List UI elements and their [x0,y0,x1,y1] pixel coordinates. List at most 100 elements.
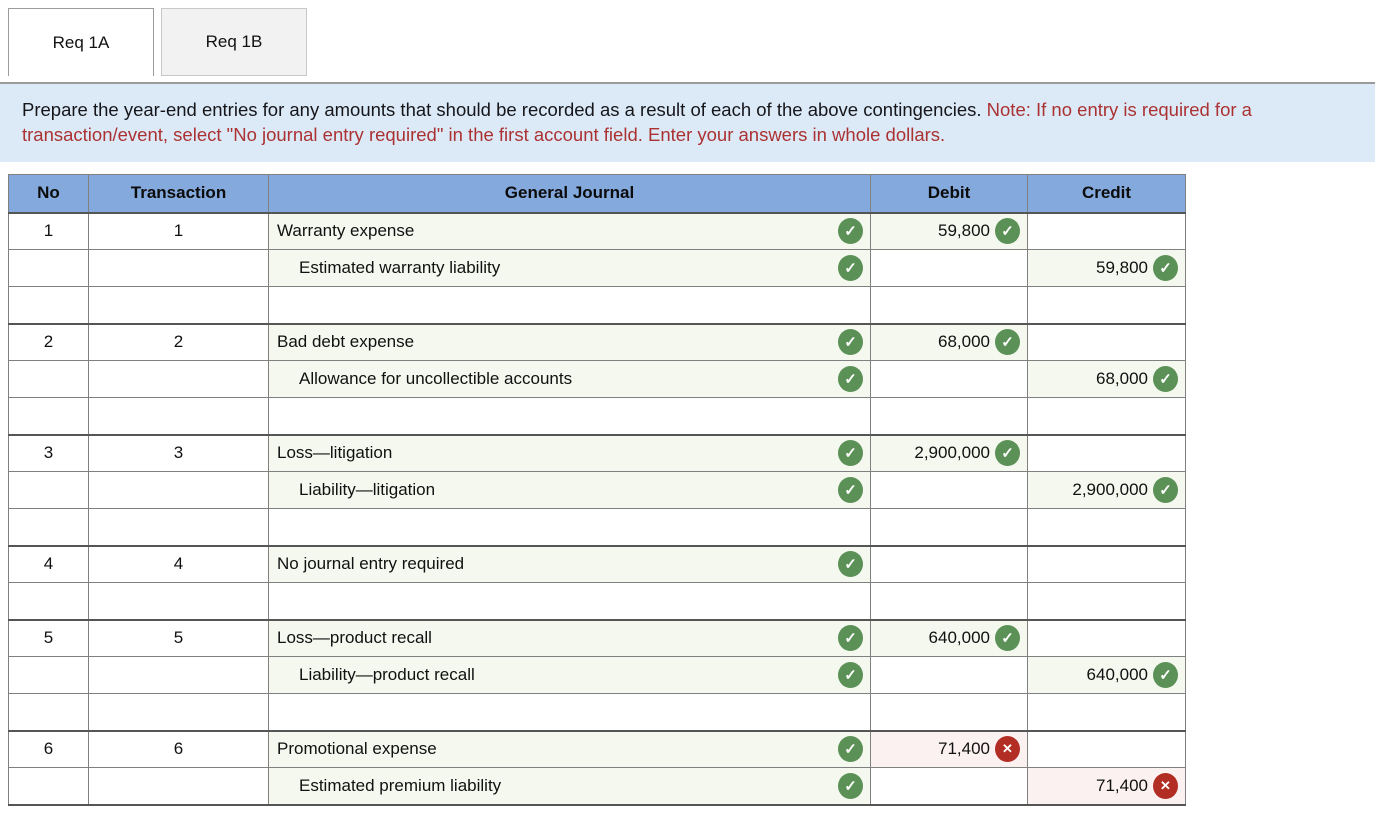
credit-field [1027,433,1186,472]
cell-transaction [88,360,269,398]
journal-entry-row: Liability—litigation ✓ 2,900,000 ✓ [8,471,1186,509]
cell-no: 6 [8,729,89,768]
credit-amount: 59,800 [1096,258,1148,277]
credit-field [1027,286,1186,324]
debit-field[interactable]: 71,400 ✕ [870,729,1028,768]
header-transaction: Transaction [88,174,269,213]
cell-transaction: 5 [88,618,269,657]
account-field [268,397,871,435]
account-field[interactable]: Liability—product recall ✓ [268,656,871,694]
debit-field [870,508,1028,546]
check-circle-icon: ✓ [838,772,863,799]
check-circle-icon: ✓ [995,625,1020,652]
journal-table-body: 1 1 Warranty expense ✓ 59,800 ✓ Estimated warr… [8,211,1186,805]
check-circle-icon: ✓ [1153,477,1178,503]
account-field[interactable]: Loss—product recall ✓ [268,618,871,657]
debit-amount: 68,000 [938,332,990,352]
account-name: No journal entry required [277,554,465,574]
debit-field [870,767,1028,805]
check-circle-icon: ✓ [1153,662,1178,688]
check-circle-icon: ✓ [995,218,1020,245]
cell-transaction [88,767,269,805]
debit-field[interactable]: 640,000 ✓ [870,618,1028,657]
account-field[interactable]: Loss—litigation ✓ [268,433,871,472]
credit-field[interactable]: 2,900,000 ✓ [1027,471,1186,509]
credit-field [1027,729,1186,768]
account-name: Estimated warranty liability [299,258,501,277]
debit-field[interactable]: 2,900,000 ✓ [870,433,1028,472]
account-field[interactable]: No journal entry required ✓ [268,544,871,583]
journal-entry-row: 5 5 Loss—product recall ✓ 640,000 ✓ [8,618,1186,657]
cell-transaction: 3 [88,433,269,472]
spacer-row [8,693,1186,731]
account-field [268,693,871,731]
journal-entry-row: 6 6 Promotional expense ✓ 71,400 ✕ [8,729,1186,768]
debit-field[interactable]: 68,000 ✓ [870,322,1028,361]
credit-field[interactable]: 59,800 ✓ [1027,249,1186,287]
journal-entry-row: 4 4 No journal entry required ✓ [8,544,1186,583]
debit-field[interactable]: 59,800 ✓ [870,211,1028,250]
journal-entry-row: 1 1 Warranty expense ✓ 59,800 ✓ [8,211,1186,250]
cell-transaction [88,582,269,620]
cell-no: 3 [8,433,89,472]
header-general-journal: General Journal [268,174,871,213]
spacer-row [8,286,1186,324]
spacer-row [8,397,1186,435]
credit-field[interactable]: 640,000 ✓ [1027,656,1186,694]
account-field[interactable]: Liability—litigation ✓ [268,471,871,509]
credit-amount: 640,000 [1086,665,1148,684]
cell-transaction: 2 [88,322,269,361]
account-field[interactable]: Bad debt expense ✓ [268,322,871,361]
account-name: Liability—product recall [299,665,475,684]
check-circle-icon: ✓ [838,218,863,245]
spacer-row [8,508,1186,546]
credit-field [1027,693,1186,731]
account-name: Loss—product recall [277,628,432,648]
debit-field [870,471,1028,509]
account-field[interactable]: Estimated premium liability ✓ [268,767,871,805]
credit-field [1027,544,1186,583]
journal-entry-row: 2 2 Bad debt expense ✓ 68,000 ✓ [8,322,1186,361]
cell-transaction [88,249,269,287]
general-journal-table: No Transaction General Journal Debit Cre… [8,174,1186,806]
check-circle-icon: ✓ [1153,255,1178,281]
credit-amount: 2,900,000 [1072,480,1148,499]
instructions-note: Note: If no entry is required for a tran… [22,99,1252,145]
journal-entry-row: Allowance for uncollectible accounts ✓ 68,… [8,360,1186,398]
cell-no [8,471,89,509]
cell-no [8,286,89,324]
table-header-row: No Transaction General Journal Debit Cre… [8,174,1186,213]
cell-no [8,693,89,731]
credit-amount: 68,000 [1096,369,1148,388]
tab-bar: Req 1A Req 1B [0,0,1390,76]
check-circle-icon: ✓ [1153,366,1178,392]
cell-transaction [88,471,269,509]
cell-transaction: 1 [88,211,269,250]
credit-field[interactable]: 71,400 ✕ [1027,767,1186,805]
cell-transaction [88,508,269,546]
journal-entry-row: Estimated warranty liability ✓ 59,800 ✓ [8,249,1186,287]
account-field[interactable]: Estimated warranty liability ✓ [268,249,871,287]
debit-field [870,249,1028,287]
cell-no [8,249,89,287]
cell-transaction [88,656,269,694]
cell-no [8,360,89,398]
account-field[interactable]: Warranty expense ✓ [268,211,871,250]
debit-field [870,544,1028,583]
debit-amount: 2,900,000 [914,443,990,463]
header-credit: Credit [1027,174,1186,213]
tab-req-1a[interactable]: Req 1A [8,8,154,76]
debit-field [870,397,1028,435]
account-field[interactable]: Promotional expense ✓ [268,729,871,768]
debit-amount: 640,000 [928,628,990,648]
cell-no [8,767,89,805]
cell-no: 5 [8,618,89,657]
cell-no: 4 [8,544,89,583]
credit-field[interactable]: 68,000 ✓ [1027,360,1186,398]
debit-field [870,693,1028,731]
cell-transaction [88,397,269,435]
debit-amount: 59,800 [938,221,990,241]
cell-no [8,508,89,546]
tab-req-1b[interactable]: Req 1B [161,8,307,76]
account-field[interactable]: Allowance for uncollectible accounts ✓ [268,360,871,398]
